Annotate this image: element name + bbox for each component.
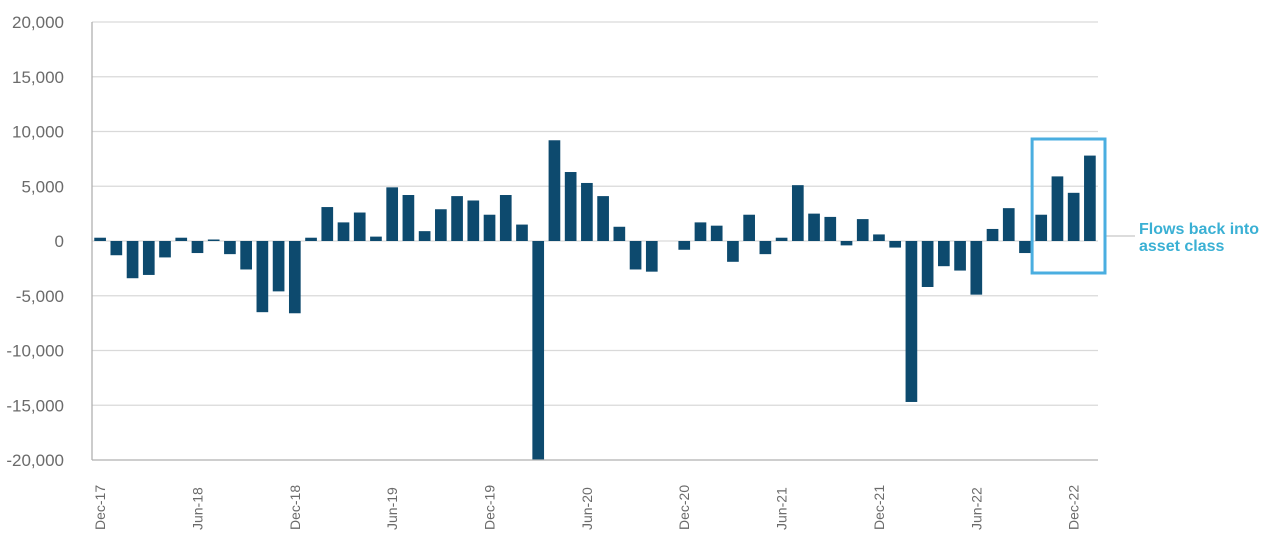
bar-Mar-21 xyxy=(727,241,739,262)
y-tick-label: -15,000 xyxy=(6,396,64,415)
bar-Dec-22 xyxy=(1067,192,1080,241)
bar-Sep-22 xyxy=(1019,241,1031,254)
bar-Nov-21 xyxy=(856,219,869,241)
x-tick-label: Dec-21 xyxy=(871,485,887,530)
bars xyxy=(94,140,1096,460)
bar-Aug-21 xyxy=(808,213,820,241)
bar-Jan-22 xyxy=(889,241,902,248)
x-tick-label: Dec-19 xyxy=(482,485,498,530)
bar-Feb-19 xyxy=(321,207,334,241)
bar-Apr-20 xyxy=(548,140,561,241)
bar-Apr-22 xyxy=(938,241,950,267)
y-tick-label: 5,000 xyxy=(21,177,64,196)
x-tick-label: Dec-17 xyxy=(92,485,108,530)
annotation-text-line2: asset class xyxy=(1139,238,1225,255)
bar-May-20 xyxy=(564,172,577,241)
y-tick-label: 0 xyxy=(55,232,64,251)
bar-Jul-22 xyxy=(986,228,999,241)
bar-Aug-18 xyxy=(224,241,236,255)
bar-Jan-18 xyxy=(110,241,123,256)
y-tick-label: 15,000 xyxy=(12,68,64,87)
bar-Nov-18 xyxy=(272,241,285,292)
bar-Mar-20 xyxy=(532,241,545,460)
bar-Jun-20 xyxy=(581,182,593,241)
bar-Aug-22 xyxy=(1002,208,1015,241)
bar-Apr-18 xyxy=(159,241,171,258)
bar-Oct-20 xyxy=(645,241,658,272)
bar-Jan-19 xyxy=(305,237,317,241)
bar-Aug-19 xyxy=(418,231,431,241)
bar-Apr-19 xyxy=(353,212,366,241)
bar-Dec-21 xyxy=(873,234,885,241)
bar-Feb-18 xyxy=(126,241,139,279)
y-tick-label: 10,000 xyxy=(12,123,64,142)
bar-Jan-21 xyxy=(694,222,707,241)
y-tick-label: -5,000 xyxy=(16,287,64,306)
bar-Jul-18 xyxy=(207,239,220,241)
bar-Oct-22 xyxy=(1035,214,1048,241)
y-axis-ticks: 20,000 15,000 10,000 5,000 0 -5,000 -10,000 -15… xyxy=(6,13,64,470)
bar-Mar-18 xyxy=(142,241,155,275)
bar-Mar-22 xyxy=(921,241,934,287)
bar-Apr-21 xyxy=(743,214,755,241)
x-tick-label: Jun-19 xyxy=(384,487,400,530)
bar-Jul-21 xyxy=(791,185,804,241)
bar-May-21 xyxy=(759,241,772,255)
bar-Jun-18 xyxy=(191,241,204,254)
bar-Jun-22 xyxy=(970,241,983,295)
bar-Mar-19 xyxy=(337,222,350,241)
x-tick-label: Jun-18 xyxy=(189,487,205,530)
gridlines xyxy=(92,21,1098,406)
bar-Jun-19 xyxy=(386,187,399,241)
y-tick-label: 20,000 xyxy=(12,13,64,32)
x-tick-label: Jun-20 xyxy=(579,487,595,530)
bar-Sep-21 xyxy=(824,216,837,241)
bar-Sep-18 xyxy=(240,241,252,270)
bar-Oct-18 xyxy=(256,241,269,313)
x-tick-label: Dec-20 xyxy=(676,485,692,530)
x-tick-label: Dec-22 xyxy=(1066,485,1082,530)
highlight-box xyxy=(1030,137,1107,275)
annotation: Flows back into asset class xyxy=(1030,137,1259,275)
bar-Feb-21 xyxy=(710,225,723,241)
bar-Sep-20 xyxy=(629,241,642,270)
y-tick-label: -20,000 xyxy=(6,451,64,470)
x-tick-label: Jun-22 xyxy=(968,487,984,530)
bar-Feb-22 xyxy=(905,241,918,402)
annotation-text-line1: Flows back into xyxy=(1139,221,1259,238)
bar-Jan-23 xyxy=(1084,155,1096,241)
bar-Jun-21 xyxy=(775,237,788,241)
bar-Feb-20 xyxy=(516,224,528,241)
bar-Nov-19 xyxy=(467,200,480,241)
x-tick-label: Jun-21 xyxy=(774,487,790,530)
bar-Oct-19 xyxy=(451,196,463,241)
x-tick-label: Dec-18 xyxy=(287,485,303,530)
bar-Jul-19 xyxy=(402,195,415,241)
bar-Jul-20 xyxy=(597,196,609,241)
bar-Dec-20 xyxy=(678,241,691,250)
bar-Dec-18 xyxy=(288,241,301,314)
bar-Aug-20 xyxy=(613,226,626,241)
bar-Sep-19 xyxy=(435,209,447,241)
bar-Nov-22 xyxy=(1051,176,1064,241)
bar-May-22 xyxy=(954,241,966,271)
bar-May-19 xyxy=(370,236,382,241)
y-tick-label: -10,000 xyxy=(6,342,64,361)
bar-Oct-21 xyxy=(840,241,853,246)
bar-Jan-20 xyxy=(499,195,512,241)
bar-Dec-17 xyxy=(94,237,106,241)
bar-May-18 xyxy=(175,237,188,241)
x-axis-ticks: Dec-17 Jun-18 Dec-18 Jun-19 Dec-19 Jun-20 Dec-… xyxy=(92,485,1082,530)
bar-Dec-19 xyxy=(483,214,496,241)
